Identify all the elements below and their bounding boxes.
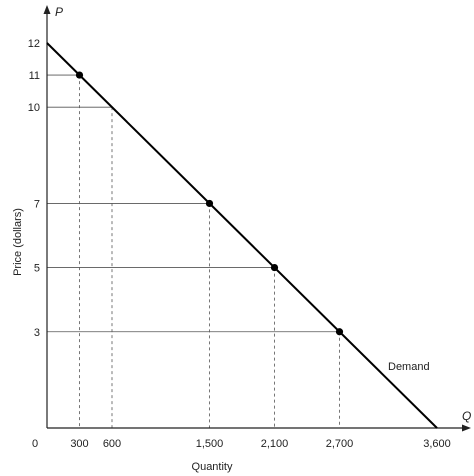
x-tick-label-1: 600: [103, 438, 121, 450]
y-tick-label-3: 10: [28, 102, 40, 114]
demand-series-label: Demand: [388, 361, 430, 373]
x-axis-letter: Q: [462, 409, 471, 423]
axes: [43, 5, 471, 432]
data-point-0: [75, 71, 84, 79]
guide-lines: [47, 74, 340, 428]
x-tick-label-3: 2,100: [261, 438, 289, 450]
demand-curve-layer: [46, 42, 438, 429]
y-axis-arrow: [43, 5, 51, 14]
marked-points: [75, 71, 344, 336]
y-axis-title: Price (dollars): [12, 208, 24, 276]
demand-curve: [46, 42, 438, 429]
x-tick-label-2: 1,500: [196, 438, 224, 450]
y-tick-label-5: 12: [28, 38, 40, 50]
labels: P Q 0 Quantity Price (dollars) Demand: [12, 5, 471, 473]
y-axis-letter: P: [55, 5, 63, 19]
y-tick-label-0: 3: [34, 327, 40, 339]
x-tick-label-4: 2,700: [326, 438, 354, 450]
data-point-3: [335, 328, 344, 336]
x-axis-arrow: [462, 424, 471, 432]
x-tick-label-0: 300: [70, 438, 88, 450]
data-point-1: [205, 199, 214, 208]
data-point-2: [270, 263, 279, 272]
y-tick-labels: 3 5 7 10 11 12: [28, 38, 40, 339]
x-axis-title: Quantity: [192, 461, 233, 473]
y-tick-label-2: 7: [34, 198, 40, 210]
origin-label: 0: [32, 438, 38, 450]
x-tick-label-5: 3,600: [423, 438, 451, 450]
y-tick-label-1: 5: [34, 263, 40, 275]
y-tick-label-4: 11: [29, 70, 40, 82]
x-tick-labels: 300 600 1,500 2,100 2,700 3,600: [70, 438, 450, 450]
